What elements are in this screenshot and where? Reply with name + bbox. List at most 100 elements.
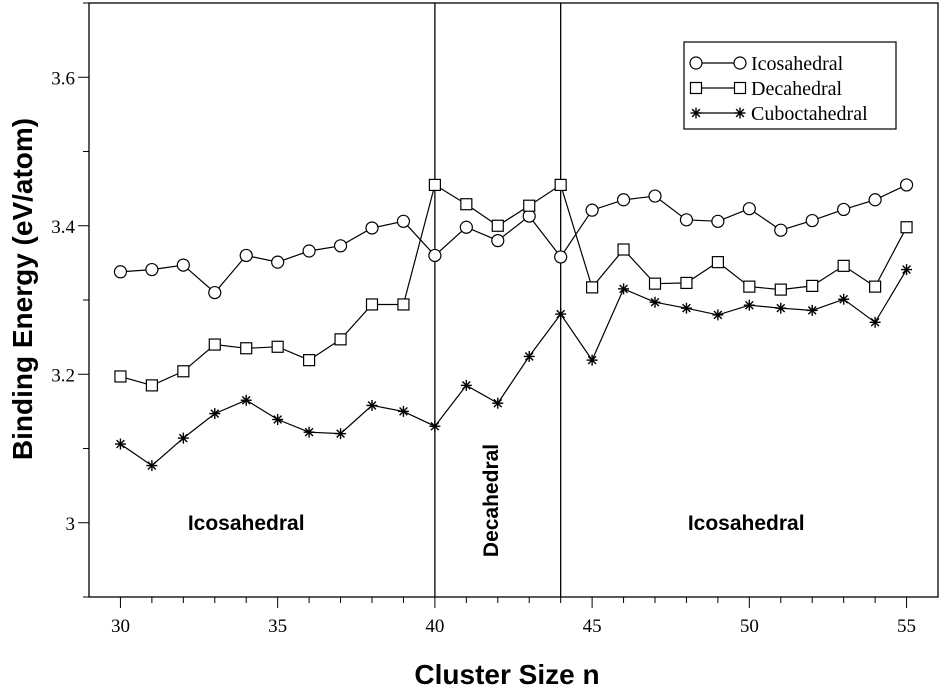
legend-label-decahedral: Decahedral — [751, 78, 842, 100]
asterisk-stroke — [178, 433, 188, 443]
asterisk-stroke — [399, 406, 408, 416]
data-point-cuboctahedral — [460, 379, 472, 391]
series-line-decahedral — [120, 183, 908, 387]
region-label-icosahedral: Icosahedral — [688, 512, 805, 535]
asterisk-stroke — [367, 401, 377, 410]
data-point-icosahedral — [239, 248, 253, 263]
data-point-decahedral — [837, 259, 850, 272]
data-point-icosahedral — [742, 202, 756, 216]
y-tick-label: 3 — [66, 514, 76, 535]
data-point-icosahedral — [176, 258, 190, 272]
legend-marker-icosahedral — [689, 56, 703, 70]
data-point-decahedral — [428, 178, 441, 192]
asterisk-stroke — [587, 355, 597, 365]
legend-marker-cuboctahedral — [690, 107, 702, 119]
asterisk-stroke — [870, 317, 880, 327]
y-axis-title: Binding Energy (eV/atom) — [7, 118, 38, 460]
asterisk-stroke — [735, 108, 745, 118]
legend-marker-decahedral — [733, 81, 747, 95]
region-label-decahedral: Decahedral — [480, 444, 503, 557]
region-label-icosahedral: Icosahedral — [188, 512, 305, 535]
data-point-cuboctahedral — [680, 302, 692, 314]
data-point-icosahedral — [113, 265, 128, 279]
asterisk-stroke — [619, 284, 628, 294]
data-point-cuboctahedral — [240, 394, 252, 406]
data-point-icosahedral — [679, 213, 694, 227]
asterisk-stroke — [461, 381, 471, 390]
data-point-cuboctahedral — [712, 309, 724, 321]
data-point-decahedral — [177, 365, 190, 378]
legend-marker-icosahedral — [733, 56, 747, 70]
asterisk-stroke — [430, 421, 440, 431]
asterisk-stroke — [839, 294, 849, 304]
data-point-icosahedral — [271, 255, 285, 269]
region-divider-lines — [434, 3, 562, 597]
data-point-icosahedral — [899, 178, 914, 192]
x-tick-label: 55 — [897, 616, 916, 637]
data-point-icosahedral — [396, 214, 411, 228]
data-point-decahedral — [114, 370, 127, 383]
data-point-decahedral — [900, 221, 913, 234]
data-point-decahedral — [617, 243, 630, 256]
y-tick-label: 3.4 — [51, 217, 75, 238]
series-lines — [120, 183, 908, 467]
data-point-cuboctahedral — [618, 283, 630, 295]
data-point-icosahedral — [365, 221, 379, 235]
data-point-cuboctahedral — [492, 397, 504, 409]
data-point-decahedral — [491, 219, 504, 232]
legend-box — [683, 41, 897, 130]
data-point-icosahedral — [428, 248, 442, 263]
data-point-decahedral — [711, 256, 724, 269]
asterisk-stroke — [807, 306, 817, 315]
x-tick-label: 50 — [740, 616, 759, 637]
asterisk-stroke — [650, 297, 660, 307]
series-line-cuboctahedral — [120, 269, 908, 467]
x-tick-label: 30 — [111, 616, 130, 637]
data-point-cuboctahedral — [523, 350, 535, 362]
y-tick-label: 3.2 — [51, 365, 75, 386]
asterisk-stroke — [493, 398, 503, 408]
data-point-icosahedral — [459, 220, 473, 234]
asterisk-stroke — [116, 439, 125, 449]
asterisk-stroke — [691, 108, 701, 118]
data-point-icosahedral — [522, 209, 536, 223]
data-point-cuboctahedral — [806, 304, 818, 316]
data-point-cuboctahedral — [366, 399, 378, 411]
data-point-cuboctahedral — [397, 405, 409, 417]
legend-label-icosahedral: Icosahedral — [751, 53, 844, 75]
y-tick-label: 3.6 — [51, 68, 75, 89]
data-point-decahedral — [774, 283, 787, 296]
data-point-decahedral — [680, 276, 693, 290]
data-point-icosahedral — [774, 223, 788, 237]
data-point-icosahedral — [491, 234, 505, 248]
asterisk-stroke — [902, 265, 911, 274]
data-point-decahedral — [460, 198, 473, 211]
asterisk-stroke — [682, 303, 691, 313]
data-point-cuboctahedral — [901, 264, 913, 276]
data-point-decahedral — [806, 279, 819, 292]
legend-label-cuboctahedral: Cuboctahedral — [751, 103, 868, 125]
data-point-decahedral — [271, 340, 284, 353]
data-point-icosahedral — [711, 214, 725, 228]
tick-labels: 30 35 40 45 50 55 3 3.2 3.4 3.6 — [51, 68, 916, 637]
major-ticks — [78, 76, 908, 608]
data-point-icosahedral — [145, 262, 159, 277]
data-point-decahedral — [869, 280, 882, 293]
data-point-cuboctahedral — [114, 438, 126, 450]
legend: Icosahedral Decahedral Cuboctahedral — [683, 41, 897, 130]
x-tick-label: 45 — [583, 616, 602, 637]
data-point-cuboctahedral — [209, 408, 221, 420]
data-point-decahedral — [523, 199, 536, 212]
data-point-icosahedral — [302, 244, 316, 258]
data-point-icosahedral — [208, 285, 222, 300]
asterisk-stroke — [776, 303, 786, 313]
data-point-decahedral — [365, 298, 379, 311]
asterisk-stroke — [210, 409, 220, 418]
data-point-cuboctahedral — [743, 299, 755, 311]
minor-ticks — [83, 2, 876, 603]
data-point-decahedral — [240, 342, 253, 355]
asterisk-stroke — [336, 429, 345, 439]
data-point-cuboctahedral — [586, 354, 598, 366]
data-point-icosahedral — [333, 239, 348, 253]
